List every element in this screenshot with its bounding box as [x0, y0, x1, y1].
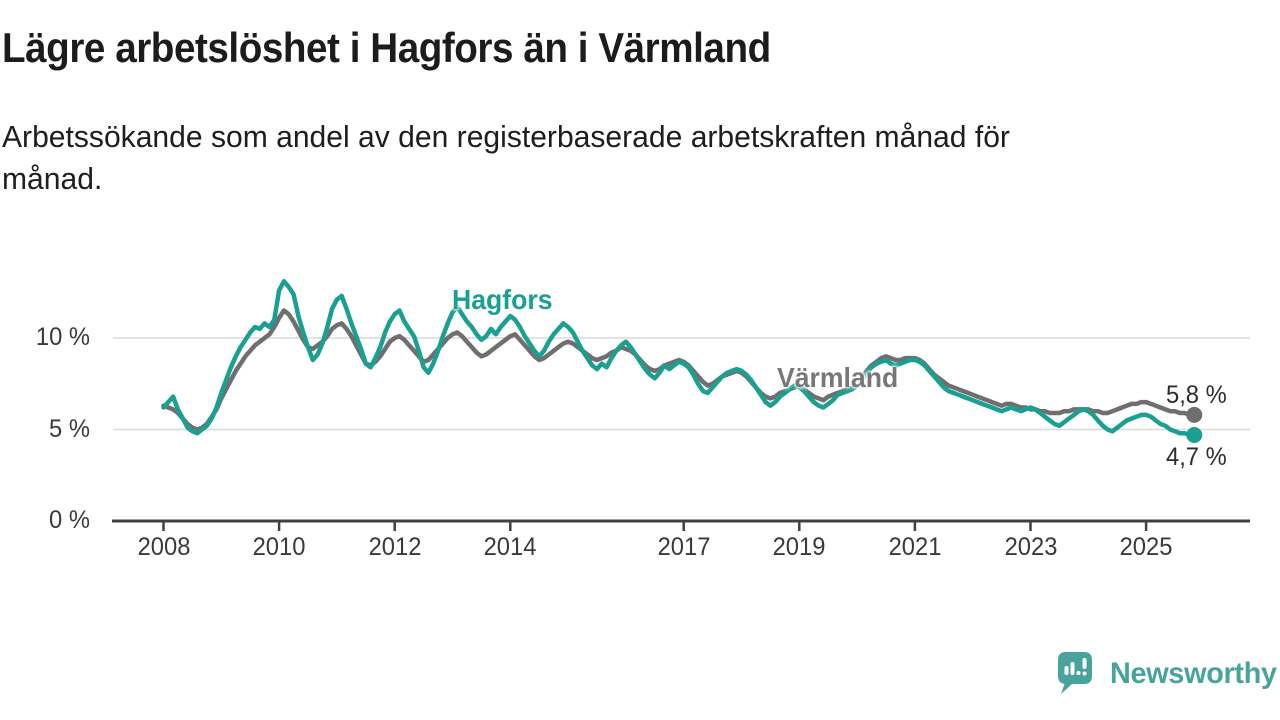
- end-dot-hagfors: [1186, 426, 1203, 443]
- x-tick-label-2008: 2008: [137, 533, 190, 561]
- y-tick-label-0: 0 %: [49, 506, 90, 534]
- chart-subtitle: Arbetssökande som andel av den registerb…: [2, 116, 1010, 200]
- y-tick-label-5: 5 %: [49, 414, 90, 443]
- x-tick-label-2017: 2017: [657, 533, 711, 561]
- newsworthy-logo: Newsworthy: [1056, 650, 1280, 698]
- x-tick-label-2019: 2019: [772, 533, 826, 561]
- x-tick-label-2012: 2012: [368, 533, 422, 561]
- x-tick-label-2025: 2025: [1119, 533, 1173, 561]
- newsworthy-logo-text: Newsworthy: [1110, 657, 1277, 690]
- chart-title: Lägre arbetslöshet i Hagfors än i Värmla…: [2, 24, 771, 71]
- series-label-hagfors: Hagfors: [452, 284, 553, 315]
- end-dot-värmland: [1186, 406, 1203, 423]
- subtitle-line-2: månad.: [2, 161, 103, 196]
- line-hagfors: [161, 279, 1197, 438]
- subtitle-line-1: Arbetssökande som andel av den registerb…: [2, 119, 1010, 154]
- x-tick-label-2014: 2014: [483, 533, 537, 561]
- newsworthy-logo-icon: [1058, 652, 1092, 694]
- x-tick-label-2023: 2023: [1004, 533, 1057, 561]
- y-tick-label-10: 10 %: [35, 323, 90, 351]
- end-value-hagfors: 4,7 %: [1166, 443, 1227, 471]
- x-tick-label-2021: 2021: [888, 533, 942, 561]
- end-value-varmland: 5,8 %: [1166, 381, 1227, 409]
- series-label-varmland: Värmland: [777, 362, 899, 393]
- x-tick-label-2010: 2010: [252, 533, 306, 561]
